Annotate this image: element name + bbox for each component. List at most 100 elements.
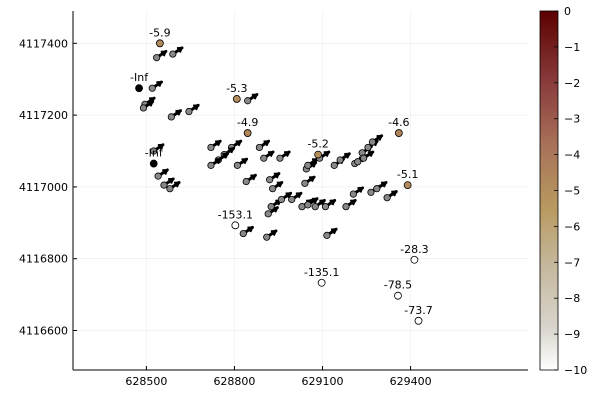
arrow-base: [323, 231, 331, 239]
vector-arrow: [368, 134, 384, 146]
y-tick-label: 4116800: [19, 253, 68, 266]
data-point: [394, 129, 403, 137]
data-label: -5.2: [307, 138, 328, 151]
arrow-base: [242, 177, 250, 186]
arrow-base: [321, 203, 330, 211]
colorbar-tick-label: −8: [564, 292, 580, 305]
vector-arrow: [185, 103, 200, 116]
vector-arrow: [169, 46, 184, 58]
arrow-head: [247, 226, 254, 233]
data-point: [243, 129, 252, 137]
data-point: [314, 150, 323, 159]
arrow-head: [380, 181, 388, 188]
vector-arrow: [383, 190, 398, 202]
arrow-head: [250, 174, 257, 181]
arrow-head: [241, 158, 249, 165]
arrow-head: [284, 150, 291, 158]
vector-arrow: [336, 152, 351, 164]
arrow-head: [331, 228, 338, 235]
arrow-base: [154, 172, 162, 180]
arrow-head: [295, 192, 303, 199]
vector-arrow: [207, 157, 222, 169]
vector-arrow: [360, 150, 375, 162]
vector-arrow: [269, 181, 284, 193]
data-point: [149, 159, 158, 168]
arrow-head: [267, 150, 275, 158]
data-point: [155, 39, 164, 48]
vector-arrow: [266, 172, 281, 184]
y-tick-label: 4116600: [19, 325, 68, 338]
arrow-base: [301, 179, 309, 187]
arrow-head: [344, 152, 351, 159]
arrow-head: [319, 199, 326, 206]
arrow-base: [336, 156, 344, 164]
arrow-base: [354, 158, 362, 166]
vector-arrow: [139, 100, 155, 112]
colorbar-tick-label: −10: [564, 364, 587, 377]
arrow-base: [160, 181, 168, 189]
arrow-base: [260, 154, 268, 162]
data-label: -78.5: [384, 279, 412, 292]
arrow-base: [304, 201, 312, 209]
arrow-head: [367, 150, 375, 158]
arrow-head: [162, 168, 169, 175]
arrow-base: [148, 84, 156, 92]
arrow-head: [156, 80, 163, 87]
arrow-head: [176, 46, 184, 53]
vector-arrow: [150, 143, 165, 155]
grid: [73, 11, 528, 370]
y-tick-label: 4117400: [19, 37, 68, 50]
data-label: -73.7: [404, 304, 432, 317]
arrow-head: [147, 100, 155, 107]
arrow-base: [276, 154, 284, 162]
arrow-base: [311, 203, 319, 211]
arrow-head: [391, 190, 398, 197]
arrow-base: [185, 107, 193, 116]
arrow-base: [244, 97, 252, 105]
arrow-base: [267, 203, 275, 211]
data-point: [414, 316, 423, 325]
arrow-base: [368, 138, 377, 146]
vector-arrow: [167, 109, 183, 121]
arrow-head: [173, 181, 181, 188]
labeled-points: -Inf -5.9 -5.3 -4.9 -Inf -5.2 -4.6 -5.1 -153.1 -2…: [130, 26, 433, 325]
vector-arrow: [301, 175, 316, 187]
data-point: [135, 84, 143, 93]
data-label: -28.3: [400, 243, 428, 256]
arrow-base: [150, 147, 158, 155]
data-label: -5.1: [397, 168, 418, 181]
data-label: -153.1: [218, 208, 253, 221]
arrow-base: [364, 143, 372, 152]
arrow-base: [139, 104, 148, 112]
arrow-base: [167, 113, 175, 121]
vector-arrow: [153, 50, 168, 62]
arrow-head: [308, 176, 316, 183]
colorbar-tick-label: −9: [564, 328, 580, 341]
vector-arrows: [139, 46, 398, 241]
x-tick-label: 629400: [390, 375, 432, 388]
colorbar-tick-label: −5: [564, 185, 580, 198]
arrow-head: [222, 152, 230, 159]
colorbar: 0 −1 −2 −3 −4 −5 −6 −7 −8 −9 −10: [539, 5, 587, 377]
arrow-head: [323, 150, 331, 158]
arrow-head: [160, 50, 168, 57]
vector-arrow: [207, 139, 222, 152]
arrow-base: [373, 185, 381, 193]
colorbar-tick-label: 0: [564, 5, 571, 18]
data-label: -4.6: [388, 116, 409, 129]
vector-arrow: [349, 186, 365, 198]
vector-arrow: [288, 191, 303, 204]
x-tick-label: 629100: [302, 375, 344, 388]
data-label: -Inf: [145, 147, 164, 160]
arrow-head: [311, 197, 319, 204]
colorbar-tick-label: −2: [564, 77, 580, 90]
vector-arrow: [239, 225, 254, 238]
colorbar-tick-label: −6: [564, 220, 580, 233]
arrow-base: [367, 188, 375, 196]
arrow-head: [357, 186, 365, 193]
arrow-base: [304, 161, 312, 169]
arrow-base: [166, 185, 174, 193]
vector-arrow: [242, 173, 257, 186]
arrow-base: [349, 190, 357, 198]
